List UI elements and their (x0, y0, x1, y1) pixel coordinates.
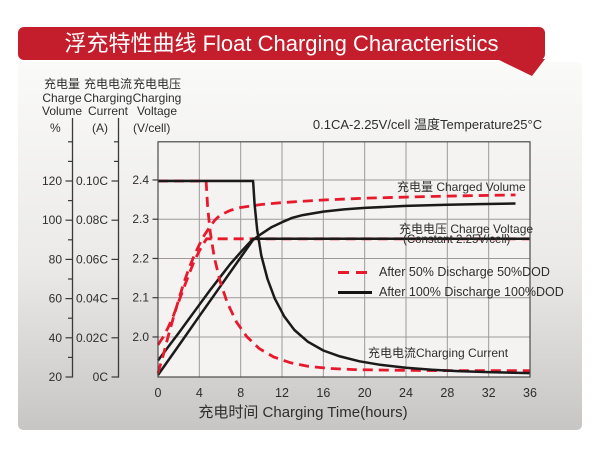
axis-header-volume-en2: Volume (41, 104, 83, 118)
svg-text:20: 20 (358, 386, 372, 400)
legend-item-50dod: After 50% Discharge 50%DOD (338, 265, 550, 279)
axis-header-voltage: 充电电压 Charging Voltage (125, 77, 189, 119)
axis-header-voltage-en2: Voltage (136, 104, 178, 118)
axis-unit-voltage: (V/cell) (133, 121, 171, 135)
axis-header-current-en1: Charging (83, 90, 133, 105)
title-banner: 浮充特性曲线 Float Charging Characteristics (18, 27, 545, 60)
axis-header-current-cn: 充电电流 (83, 77, 132, 91)
axis-unit-volume: % (50, 121, 61, 135)
svg-text:0C: 0C (93, 370, 109, 384)
annotation-charging-current: 充电电流Charging Current (368, 346, 509, 360)
legend-label-50dod: After 50% Discharge 50%DOD (379, 265, 550, 279)
axis-header-voltage-cn: 充电电压 (132, 77, 181, 91)
svg-text:0.06C: 0.06C (76, 252, 108, 266)
svg-text:4: 4 (196, 386, 203, 400)
svg-text:32: 32 (482, 386, 496, 400)
axis-header-volume-cn: 充电量 (43, 77, 80, 91)
svg-text:0.02C: 0.02C (76, 331, 108, 345)
axis-unit-current: (A) (92, 121, 108, 135)
svg-text:36: 36 (523, 386, 537, 400)
svg-text:8: 8 (237, 386, 244, 400)
svg-text:0.04C: 0.04C (76, 292, 108, 306)
axis-header-current: 充电电流 Charging Current (76, 77, 140, 119)
svg-text:20: 20 (49, 370, 63, 384)
svg-text:100: 100 (42, 213, 62, 227)
svg-text:12: 12 (275, 386, 289, 400)
legend-label-100dod: After 100% Discharge 100%DOD (379, 285, 564, 299)
svg-text:0.10C: 0.10C (76, 174, 108, 188)
svg-text:60: 60 (49, 292, 63, 306)
page-title: 浮充特性曲线 Float Charging Characteristics (64, 31, 499, 56)
svg-text:0.08C: 0.08C (76, 213, 108, 227)
axis-header-voltage-en1: Charging (132, 90, 182, 105)
banner-tail-shape (497, 59, 545, 76)
legend-swatch-red-dashed (338, 270, 372, 274)
svg-text:2.1: 2.1 (132, 291, 149, 305)
svg-text:40: 40 (49, 331, 63, 345)
legend-swatch-black-solid (338, 290, 372, 294)
svg-text:24: 24 (399, 386, 413, 400)
annotation-charge-voltage-sub: (Constant 2.25V/cell) (403, 234, 511, 246)
axis-header-volume-en1: Charge (42, 90, 82, 105)
svg-text:28: 28 (440, 386, 454, 400)
svg-text:0: 0 (155, 386, 162, 400)
axis-header-volume: 充电量 Charge Volume (30, 77, 94, 119)
svg-text:2.0: 2.0 (132, 330, 149, 344)
svg-text:80: 80 (49, 252, 63, 266)
svg-text:16: 16 (316, 386, 330, 400)
svg-text:2.2: 2.2 (132, 251, 149, 265)
annotation-charge-voltage: 充电电压 Charge Voltage (399, 222, 534, 236)
svg-text:120: 120 (42, 174, 62, 188)
svg-text:2.3: 2.3 (132, 212, 149, 226)
svg-text:2.4: 2.4 (132, 173, 149, 187)
legend-item-100dod: After 100% Discharge 100%DOD (338, 285, 564, 299)
chart-condition: 0.1CA-2.25V/cell 温度Temperature25°C (312, 117, 543, 132)
axis-header-current-en2: Current (87, 104, 128, 118)
x-axis-title: 充电时间 Charging Time(hours) (198, 404, 408, 421)
annotation-charged-volume: 充电量 Charged Volume (397, 180, 526, 194)
